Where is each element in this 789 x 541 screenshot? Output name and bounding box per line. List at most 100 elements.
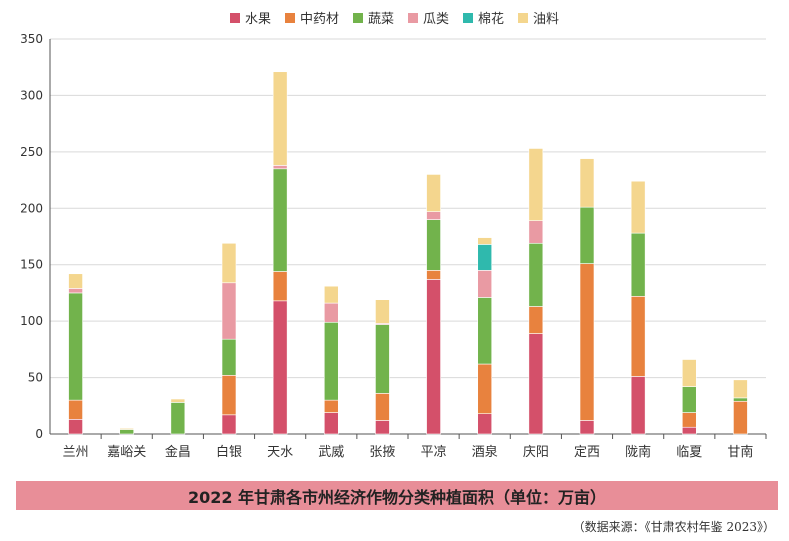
bar-segment — [630, 296, 646, 377]
bar-segment — [426, 174, 441, 212]
x-tick-label: 张掖 — [369, 445, 395, 460]
y-tick-label: 350 — [20, 32, 43, 46]
bar-segment — [681, 359, 697, 387]
bar-segment — [681, 426, 697, 435]
bar-segment — [579, 158, 595, 208]
bar-segment — [375, 324, 390, 394]
bar-segment — [68, 419, 83, 435]
bar-segment — [630, 376, 646, 435]
legend-swatch — [229, 12, 240, 23]
bar-segment — [68, 292, 83, 401]
legend-label: 水果 — [244, 12, 271, 27]
bar-segment — [68, 399, 83, 420]
bar-segment — [375, 299, 390, 324]
legend-item: 棉花 — [463, 8, 504, 27]
bar-segment — [272, 300, 288, 435]
bar-segment — [733, 379, 748, 399]
bar-segment — [68, 288, 83, 294]
legend-label: 油料 — [533, 12, 560, 27]
bar-segment — [119, 428, 135, 430]
bar-segment — [221, 282, 237, 340]
bar-segment — [579, 420, 595, 435]
y-tick-label: 250 — [20, 145, 43, 159]
bar-segment — [323, 321, 339, 401]
x-tick-label: 嘉峪关 — [107, 445, 146, 460]
y-tick-label: 100 — [20, 314, 43, 328]
x-tick-label: 平凉 — [421, 445, 447, 460]
x-tick-label: 陇南 — [625, 444, 651, 460]
x-tick-label: 定西 — [574, 445, 600, 460]
x-tick-label: 兰州 — [63, 445, 89, 460]
bar-segment — [426, 211, 441, 220]
bar-segment — [272, 165, 288, 170]
x-tick-label: 武威 — [318, 445, 344, 460]
x-tick-label: 庆阳 — [523, 445, 549, 460]
bar-segment — [426, 279, 441, 435]
y-tick-label: 150 — [20, 258, 43, 272]
legend-swatch — [463, 12, 474, 23]
legend-label: 棉花 — [478, 12, 505, 27]
y-tick-label: 300 — [20, 88, 43, 102]
legend-item: 水果 — [229, 8, 271, 27]
bar-segment — [528, 148, 544, 222]
bar-segment — [426, 219, 441, 271]
legend-swatch — [352, 12, 363, 23]
bar-segment — [272, 168, 288, 272]
legend-item: 蔬菜 — [352, 8, 394, 27]
bar-segment — [630, 180, 646, 234]
legend: 水果 中药材 蔬菜 瓜类 棉花 油料 — [0, 8, 789, 27]
x-tick-label: 白银 — [216, 444, 242, 460]
x-tick-label: 酒泉 — [472, 444, 498, 460]
bar-segment — [221, 375, 237, 416]
y-tick-label: 200 — [20, 201, 43, 215]
bar-segment — [272, 271, 288, 302]
title-banner: 2022 年甘肃各市州经济作物分类种植面积（单位：万亩） — [16, 481, 778, 510]
bar-segment — [477, 363, 493, 414]
legend-swatch — [408, 12, 418, 23]
legend-swatch — [518, 12, 529, 23]
legend-label: 中药材 — [299, 12, 339, 27]
chart-title: 2022 年甘肃各市州经济作物分类种植面积（单位：万亩） — [187, 487, 607, 507]
data-source-note: （数据来源：《甘肃农村年鉴 2023》） — [572, 520, 775, 534]
legend-item: 瓜类 — [408, 8, 449, 27]
bar-segment — [221, 338, 237, 376]
bar-segment — [323, 399, 339, 413]
x-tick-label: 临夏 — [676, 445, 702, 460]
bar-segment — [68, 273, 83, 289]
stacked-bar-chart: 0 50 100 150 200 250 300 350 兰州 嘉峪关 金昌 白银 天水 武威 张掖 平凉 酒泉… — [20, 32, 767, 460]
bar-segment — [733, 400, 748, 435]
bar-segment — [681, 386, 697, 413]
bar-segment — [477, 244, 493, 271]
bar-segment — [528, 333, 544, 435]
x-tick-label: 甘南 — [727, 444, 753, 460]
y-tick-label: 50 — [28, 371, 43, 385]
x-tick-label: 天水 — [267, 445, 293, 460]
bar-segment — [528, 220, 544, 244]
bar-segment — [528, 306, 544, 334]
bar-segment — [221, 414, 237, 435]
y-tick-label: 0 — [35, 427, 43, 441]
bar-segment — [528, 242, 544, 307]
legend-item: 油料 — [518, 8, 559, 27]
x-tick-label: 金昌 — [165, 444, 191, 460]
bar-segment — [733, 397, 748, 402]
legend-label: 蔬菜 — [367, 12, 394, 27]
bar-segment — [630, 232, 646, 297]
bar-segment — [477, 270, 493, 298]
bar-segment — [221, 242, 237, 284]
bar-segment — [426, 270, 441, 280]
bar-segment — [477, 297, 493, 365]
bar-segment — [375, 420, 390, 435]
bar-segment — [579, 263, 595, 421]
bar-segment — [579, 206, 595, 264]
bar-segment — [119, 429, 135, 435]
bar-segment — [323, 302, 339, 323]
bar-segment — [477, 237, 493, 245]
bar-segment — [323, 285, 339, 304]
bar-segment — [272, 71, 288, 166]
legend-item: 中药材 — [284, 8, 339, 27]
bar-segment — [681, 412, 697, 428]
bar-segment — [477, 413, 493, 435]
bar-segment — [170, 402, 186, 435]
legend-label: 瓜类 — [423, 12, 450, 27]
